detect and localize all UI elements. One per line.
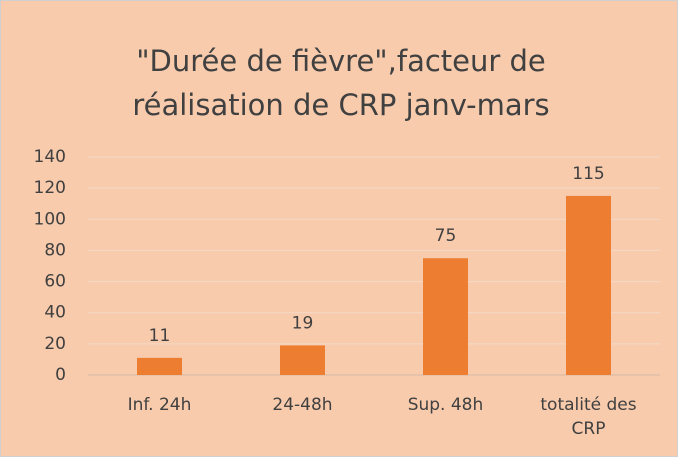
y-tick-label: 40	[44, 303, 66, 323]
data-label: 11	[149, 326, 171, 346]
bar	[423, 258, 468, 375]
x-tick-label: totalité des CRP	[540, 395, 637, 439]
y-tick-label: 0	[55, 365, 66, 385]
y-tick-label: 60	[44, 272, 66, 292]
data-label: 115	[572, 164, 604, 184]
bar	[137, 357, 182, 375]
y-tick-label: 80	[44, 240, 66, 260]
y-tick-label: 20	[44, 334, 66, 354]
bar	[280, 345, 325, 375]
y-tick-label: 100	[34, 209, 66, 229]
y-tick-label: 140	[34, 147, 66, 167]
bar	[566, 195, 611, 375]
x-tick-label: 24-48h	[272, 395, 333, 415]
data-label: 75	[435, 226, 457, 246]
x-tick-label: Inf. 24h	[127, 395, 192, 415]
x-tick-label: Sup. 48h	[407, 395, 484, 415]
chart-title: "Durée de fièvre",facteur de réalisation…	[132, 44, 550, 122]
y-tick-label: 120	[34, 178, 66, 198]
data-label: 19	[292, 313, 314, 333]
